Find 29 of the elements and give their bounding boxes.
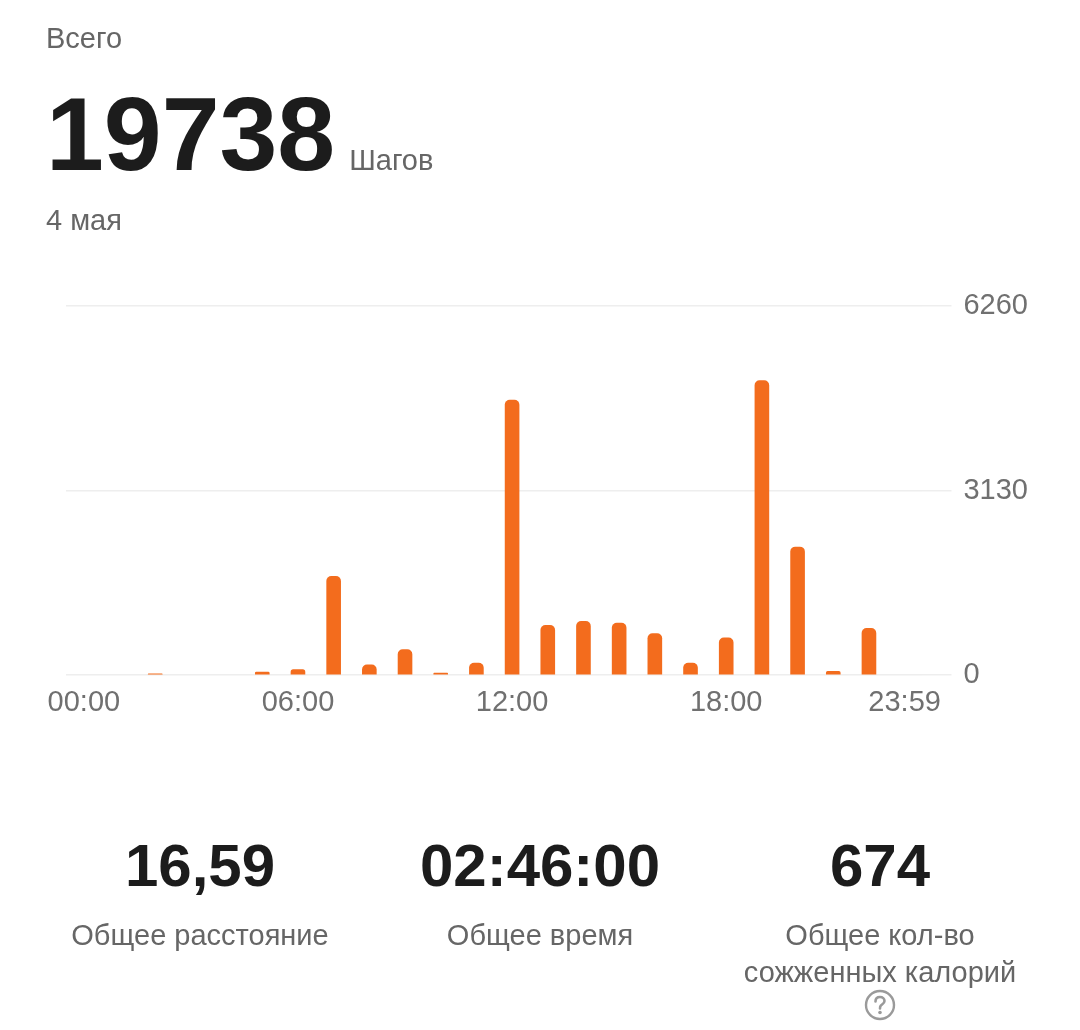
bar — [326, 576, 341, 675]
text: 02:46:00 — [418, 832, 662, 899]
text: 19738 — [46, 76, 336, 192]
text: Общее кол-во сожженных калорий — [742, 918, 1018, 990]
chart-title: Всего — [46, 22, 123, 54]
bar — [540, 625, 556, 675]
x-tick-label: 23:59 — [868, 684, 941, 717]
x-tick-label: 12:00 — [475, 684, 549, 717]
text: Общее расстояние — [70, 918, 330, 953]
y-tick-label: 0 — [963, 657, 980, 690]
x-tick-label: 18:00 — [689, 684, 763, 717]
y-tick-label: 6260 — [963, 288, 1028, 320]
bar — [718, 637, 734, 675]
text: Шагов — [349, 144, 434, 176]
bar — [504, 399, 520, 675]
text: 16,59 — [123, 832, 277, 899]
bar — [611, 622, 627, 675]
text: Общее время — [445, 918, 635, 953]
bar — [790, 546, 805, 675]
x-tick-label: 00:00 — [47, 684, 121, 717]
x-tick-label: 06:00 — [261, 684, 335, 717]
bar — [754, 380, 770, 675]
chart-subtitle: 4 мая — [46, 204, 122, 236]
bar — [861, 628, 877, 675]
text: 674 — [828, 832, 932, 899]
bar — [647, 633, 663, 675]
bar — [397, 649, 413, 675]
y-tick-label: 3130 — [963, 472, 1028, 505]
bar — [576, 620, 591, 675]
